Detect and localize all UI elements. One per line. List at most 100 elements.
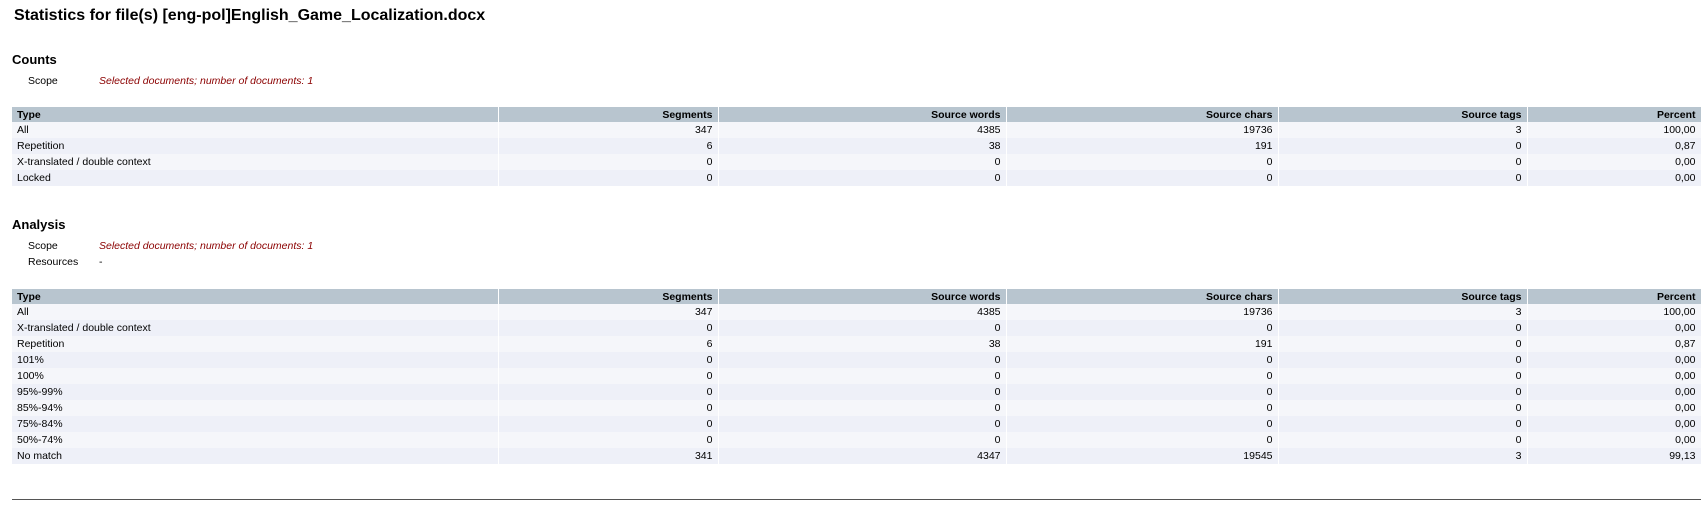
cell-type: 100% [12, 368, 499, 384]
analysis-table: Type Segments Source words Source chars … [12, 289, 1702, 464]
cell-source-tags: 3 [1278, 122, 1528, 138]
cell-source-tags: 0 [1278, 320, 1528, 336]
column-header-type: Type [12, 289, 499, 304]
cell-source-chars: 0 [1006, 154, 1279, 170]
cell-type: 50%-74% [12, 432, 499, 448]
table-row: All 347 4385 19736 3 100,00 [12, 122, 1702, 138]
cell-percent: 0,00 [1527, 416, 1702, 432]
bottom-divider [12, 499, 1701, 500]
cell-source-words: 0 [718, 170, 1007, 186]
cell-source-words: 0 [718, 416, 1007, 432]
analysis-scope-row: Scope Selected documents; number of docum… [28, 239, 313, 253]
cell-source-tags: 0 [1278, 170, 1528, 186]
cell-type: All [12, 304, 499, 320]
cell-percent: 0,87 [1527, 336, 1702, 352]
cell-percent: 0,00 [1527, 432, 1702, 448]
cell-segments: 6 [498, 336, 719, 352]
cell-segments: 347 [498, 304, 719, 320]
cell-percent: 0,00 [1527, 320, 1702, 336]
analysis-scope-value: Selected documents; number of documents:… [99, 240, 314, 252]
cell-source-chars: 191 [1006, 336, 1279, 352]
cell-segments: 0 [498, 320, 719, 336]
cell-source-words: 38 [718, 138, 1007, 154]
analysis-heading: Analysis [12, 217, 66, 232]
cell-percent: 0,00 [1527, 384, 1702, 400]
cell-source-chars: 19545 [1006, 448, 1279, 464]
column-header-type: Type [12, 107, 499, 122]
cell-source-words: 0 [718, 400, 1007, 416]
counts-scope-label: Scope [28, 75, 58, 87]
table-row: X-translated / double context 0 0 0 0 0,… [12, 154, 1702, 170]
column-header-segments: Segments [498, 289, 719, 304]
cell-source-tags: 0 [1278, 138, 1528, 154]
cell-percent: 0,00 [1527, 352, 1702, 368]
cell-source-words: 4347 [718, 448, 1007, 464]
counts-heading: Counts [12, 52, 57, 67]
cell-type: Repetition [12, 336, 499, 352]
report-title: Statistics for file(s) [eng-pol]English_… [14, 7, 486, 24]
cell-source-chars: 0 [1006, 400, 1279, 416]
table-row: Locked 0 0 0 0 0,00 [12, 170, 1702, 186]
cell-segments: 347 [498, 122, 719, 138]
cell-source-words: 0 [718, 154, 1007, 170]
column-header-source-tags: Source tags [1278, 289, 1528, 304]
table-row: X-translated / double context 0 0 0 0 0,… [12, 320, 1702, 336]
column-header-source-tags: Source tags [1278, 107, 1528, 122]
cell-source-chars: 0 [1006, 352, 1279, 368]
cell-segments: 0 [498, 368, 719, 384]
analysis-resources-label: Resources [28, 256, 79, 268]
cell-percent: 0,00 [1527, 170, 1702, 186]
cell-percent: 100,00 [1527, 304, 1702, 320]
counts-scope-row: Scope Selected documents; number of docum… [28, 74, 313, 88]
analysis-resources-row: Resources - [28, 255, 103, 269]
cell-source-words: 0 [718, 352, 1007, 368]
column-header-percent: Percent [1527, 289, 1702, 304]
cell-source-tags: 0 [1278, 368, 1528, 384]
cell-source-words: 0 [718, 368, 1007, 384]
cell-segments: 0 [498, 384, 719, 400]
table-row: Repetition 6 38 191 0 0,87 [12, 336, 1702, 352]
cell-source-tags: 3 [1278, 304, 1528, 320]
cell-source-chars: 0 [1006, 368, 1279, 384]
cell-source-chars: 0 [1006, 320, 1279, 336]
table-row: No match 341 4347 19545 3 99,13 [12, 448, 1702, 464]
cell-percent: 0,00 [1527, 154, 1702, 170]
column-header-percent: Percent [1527, 107, 1702, 122]
table-row: Repetition 6 38 191 0 0,87 [12, 138, 1702, 154]
cell-source-tags: 0 [1278, 352, 1528, 368]
cell-source-chars: 0 [1006, 416, 1279, 432]
cell-segments: 0 [498, 416, 719, 432]
table-row: 50%-74% 0 0 0 0 0,00 [12, 432, 1702, 448]
cell-type: 75%-84% [12, 416, 499, 432]
cell-segments: 0 [498, 432, 719, 448]
table-row: All 347 4385 19736 3 100,00 [12, 304, 1702, 320]
cell-source-tags: 0 [1278, 416, 1528, 432]
cell-source-tags: 0 [1278, 400, 1528, 416]
column-header-source-chars: Source chars [1006, 107, 1279, 122]
table-row: 85%-94% 0 0 0 0 0,00 [12, 400, 1702, 416]
column-header-source-chars: Source chars [1006, 289, 1279, 304]
cell-type: 85%-94% [12, 400, 499, 416]
table-header-row: Type Segments Source words Source chars … [12, 289, 1702, 304]
cell-source-chars: 0 [1006, 384, 1279, 400]
analysis-scope-label: Scope [28, 240, 58, 252]
cell-segments: 341 [498, 448, 719, 464]
analysis-resources-value: - [99, 256, 103, 268]
cell-source-tags: 0 [1278, 336, 1528, 352]
cell-type: 101% [12, 352, 499, 368]
cell-source-tags: 0 [1278, 384, 1528, 400]
cell-source-tags: 0 [1278, 432, 1528, 448]
cell-percent: 0,87 [1527, 138, 1702, 154]
cell-type: X-translated / double context [12, 320, 499, 336]
cell-source-words: 38 [718, 336, 1007, 352]
cell-source-words: 0 [718, 384, 1007, 400]
cell-source-chars: 19736 [1006, 304, 1279, 320]
table-row: 95%-99% 0 0 0 0 0,00 [12, 384, 1702, 400]
table-row: 75%-84% 0 0 0 0 0,00 [12, 416, 1702, 432]
cell-segments: 0 [498, 352, 719, 368]
cell-percent: 99,13 [1527, 448, 1702, 464]
cell-percent: 0,00 [1527, 400, 1702, 416]
cell-type: Locked [12, 170, 499, 186]
cell-segments: 0 [498, 400, 719, 416]
